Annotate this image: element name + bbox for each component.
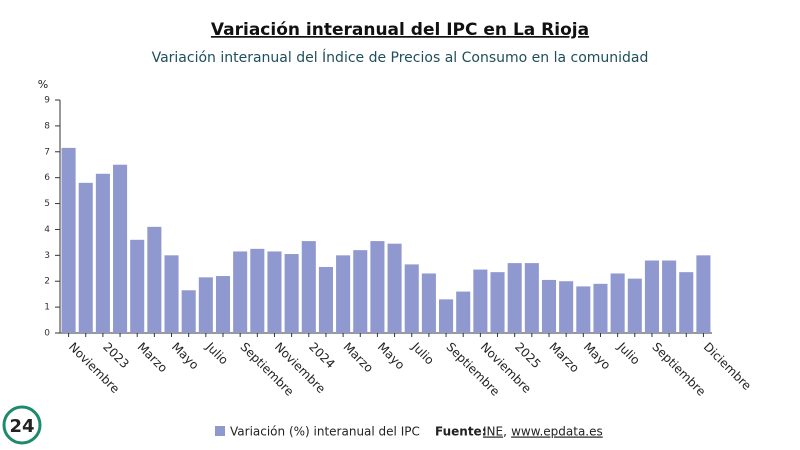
source-separator: ,	[503, 425, 507, 439]
bar	[627, 278, 642, 333]
y-tick-label: 2	[44, 277, 50, 287]
bar	[250, 248, 265, 333]
x-tick-label: Julio	[614, 339, 642, 367]
x-tick-label: Julio	[408, 339, 436, 367]
bar	[215, 276, 231, 333]
bar	[336, 255, 351, 333]
y-tick-label: 0	[44, 329, 50, 339]
x-tick-label: 2023	[100, 340, 131, 371]
y-tick-label: 6	[44, 173, 50, 183]
bar	[147, 226, 162, 333]
x-tick-label: Julio	[203, 339, 231, 367]
bar	[198, 277, 213, 333]
y-tick-label: 7	[44, 147, 50, 157]
bar	[662, 260, 677, 333]
x-tick-label: Marzo	[546, 340, 582, 376]
bar	[576, 286, 591, 333]
bar	[559, 281, 574, 333]
x-tick-label: 2025	[512, 340, 543, 371]
bar	[644, 260, 659, 333]
bar	[130, 239, 145, 333]
y-axis-label: %	[38, 78, 48, 91]
bar	[370, 241, 385, 333]
x-tick-label: Mayo	[375, 340, 408, 373]
bar	[404, 264, 419, 333]
y-tick-label: 9	[44, 96, 50, 106]
x-tick-label: Marzo	[135, 340, 171, 376]
source-link[interactable]: INE	[483, 425, 503, 439]
bar	[181, 290, 196, 333]
y-tick-label: 5	[44, 199, 50, 209]
x-tick-label: Diciembre	[701, 340, 754, 393]
bar	[113, 164, 128, 333]
bar	[387, 243, 402, 333]
bar	[679, 272, 694, 333]
bar	[490, 272, 505, 333]
bar	[541, 279, 557, 333]
y-tick-label: 4	[44, 225, 50, 235]
bar	[439, 299, 454, 333]
x-tick-label: Septiembre	[649, 340, 708, 399]
bar	[507, 263, 522, 333]
source-link[interactable]: www.epdata.es	[511, 425, 603, 439]
chart-subtitle: Variación interanual del Índice de Preci…	[152, 49, 649, 66]
bar	[696, 255, 711, 333]
bar	[473, 269, 488, 333]
bar	[78, 182, 93, 333]
x-tick-label: Mayo	[169, 340, 202, 373]
bar	[267, 251, 282, 333]
bar	[164, 255, 179, 333]
legend-swatch	[215, 426, 225, 436]
bar	[421, 273, 436, 333]
y-tick-label: 3	[44, 251, 50, 261]
bar	[284, 254, 299, 333]
x-tick-label: Marzo	[341, 340, 377, 376]
bar	[233, 251, 248, 333]
y-tick-label: 1	[44, 303, 50, 313]
source-label: Fuente:	[435, 425, 487, 439]
bar	[301, 241, 316, 333]
logo-ring	[2, 405, 42, 445]
logo: 24	[9, 416, 34, 437]
bar	[456, 291, 471, 333]
y-tick-label: 8	[44, 121, 50, 131]
x-tick-label: Mayo	[581, 340, 614, 373]
bar	[318, 266, 333, 333]
bar	[610, 273, 625, 333]
bar	[61, 147, 76, 333]
x-tick-label: 2024	[306, 340, 337, 371]
legend-label: Variación (%) interanual del IPC	[230, 425, 420, 439]
bar	[524, 263, 539, 333]
chart-title: Variación interanual del IPC en La Rioja	[211, 20, 589, 40]
bar	[353, 250, 368, 333]
bar	[593, 283, 608, 333]
bar	[95, 173, 110, 333]
